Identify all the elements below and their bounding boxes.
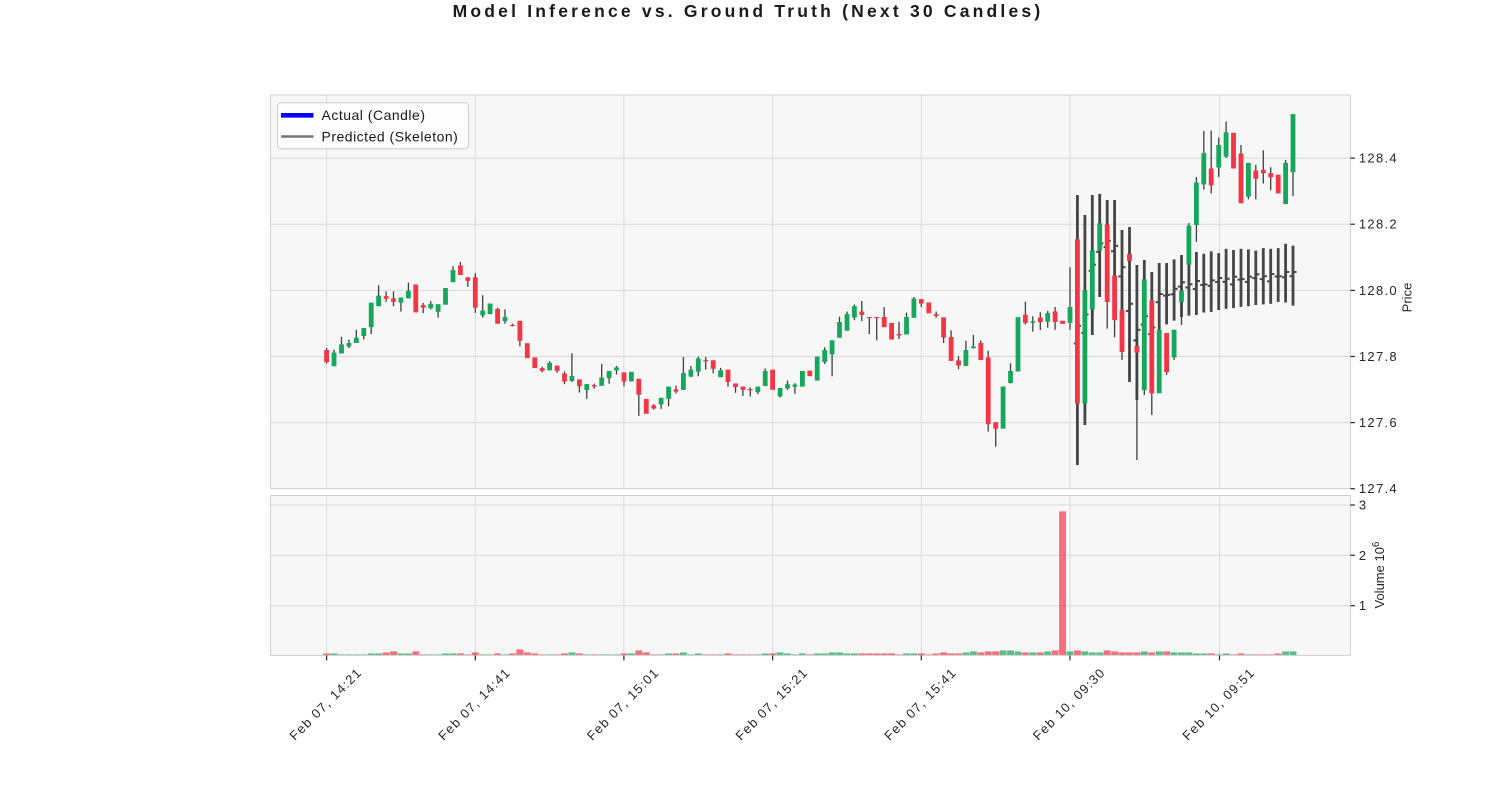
svg-text:128.2: 128.2 [1359, 217, 1398, 232]
svg-text:128.0: 128.0 [1359, 283, 1398, 298]
svg-text:3: 3 [1359, 498, 1368, 513]
svg-text:2: 2 [1359, 548, 1368, 563]
svg-text:Price: Price [1400, 283, 1415, 313]
svg-text:Volume 106: Volume 106 [1371, 541, 1387, 608]
svg-text:127.4: 127.4 [1359, 481, 1398, 496]
svg-text:128.4: 128.4 [1359, 151, 1398, 166]
svg-text:Model Inference vs. Ground Tru: Model Inference vs. Ground Truth (Next 3… [453, 1, 1044, 21]
svg-text:127.6: 127.6 [1359, 415, 1398, 430]
svg-text:1: 1 [1359, 598, 1368, 613]
svg-text:127.8: 127.8 [1359, 349, 1398, 364]
svg-text:Predicted (Skeleton): Predicted (Skeleton) [322, 128, 459, 144]
svg-text:Actual (Candle): Actual (Candle) [322, 107, 426, 123]
